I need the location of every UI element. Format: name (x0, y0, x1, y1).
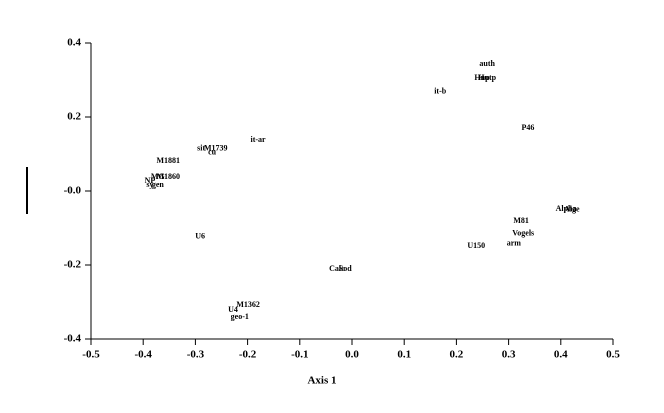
x-tick-label: -0.5 (82, 349, 100, 361)
point-label: Vogels (512, 229, 534, 238)
point-label: sit (197, 144, 205, 153)
x-tick-label: 0.5 (606, 349, 620, 361)
point-label: U4 (228, 305, 238, 314)
x-tick-label: 0.1 (397, 349, 411, 361)
x-tick-label: -0.3 (187, 349, 205, 361)
point-label: M1362 (236, 300, 260, 309)
point-label: M1860 (156, 172, 180, 181)
point-label: P46 (521, 123, 534, 132)
x-tick-label: 0.0 (345, 349, 359, 361)
x-tick-label: 0.4 (554, 349, 568, 361)
y-tick-label: -0.4 (64, 333, 82, 345)
point-label: Hnp (474, 73, 490, 82)
point-label: Sod (339, 264, 352, 273)
x-tick-label: -0.4 (134, 349, 152, 361)
point-label: M1739 (204, 144, 228, 153)
point-label: cu (208, 148, 217, 157)
point-label: gen (152, 180, 165, 189)
x-tick-label: -0.1 (291, 349, 308, 361)
point-label: M1881 (156, 156, 180, 165)
point-label: Alge (564, 205, 580, 214)
point-label: Hutp (478, 73, 496, 82)
point-label: U150 (467, 241, 485, 250)
point-label: U6 (195, 232, 205, 241)
point-label: geo-1 (231, 312, 249, 321)
x-axis-label: Axis 1 (307, 375, 336, 387)
y-tick-label: -0.2 (64, 259, 82, 271)
point-label: Calc (329, 264, 345, 273)
point-label: sy (146, 180, 153, 189)
y-tick-label: -0.0 (64, 185, 82, 197)
point-label: MG (151, 172, 165, 181)
point-label: Alpha (556, 204, 577, 213)
x-tick-label: 0.3 (502, 349, 516, 361)
point-label: arm (507, 239, 522, 248)
point-label: NP (145, 176, 156, 185)
x-tick-label: 0.2 (450, 349, 464, 361)
y-tick-label: 0.2 (67, 111, 81, 123)
point-label: auth (479, 59, 495, 68)
point-label: it-b (434, 87, 447, 96)
point-label: M81 (513, 216, 529, 225)
point-label: it-ar (250, 135, 266, 144)
y-tick-label: 0.4 (67, 37, 81, 49)
x-tick-label: -0.2 (239, 349, 257, 361)
